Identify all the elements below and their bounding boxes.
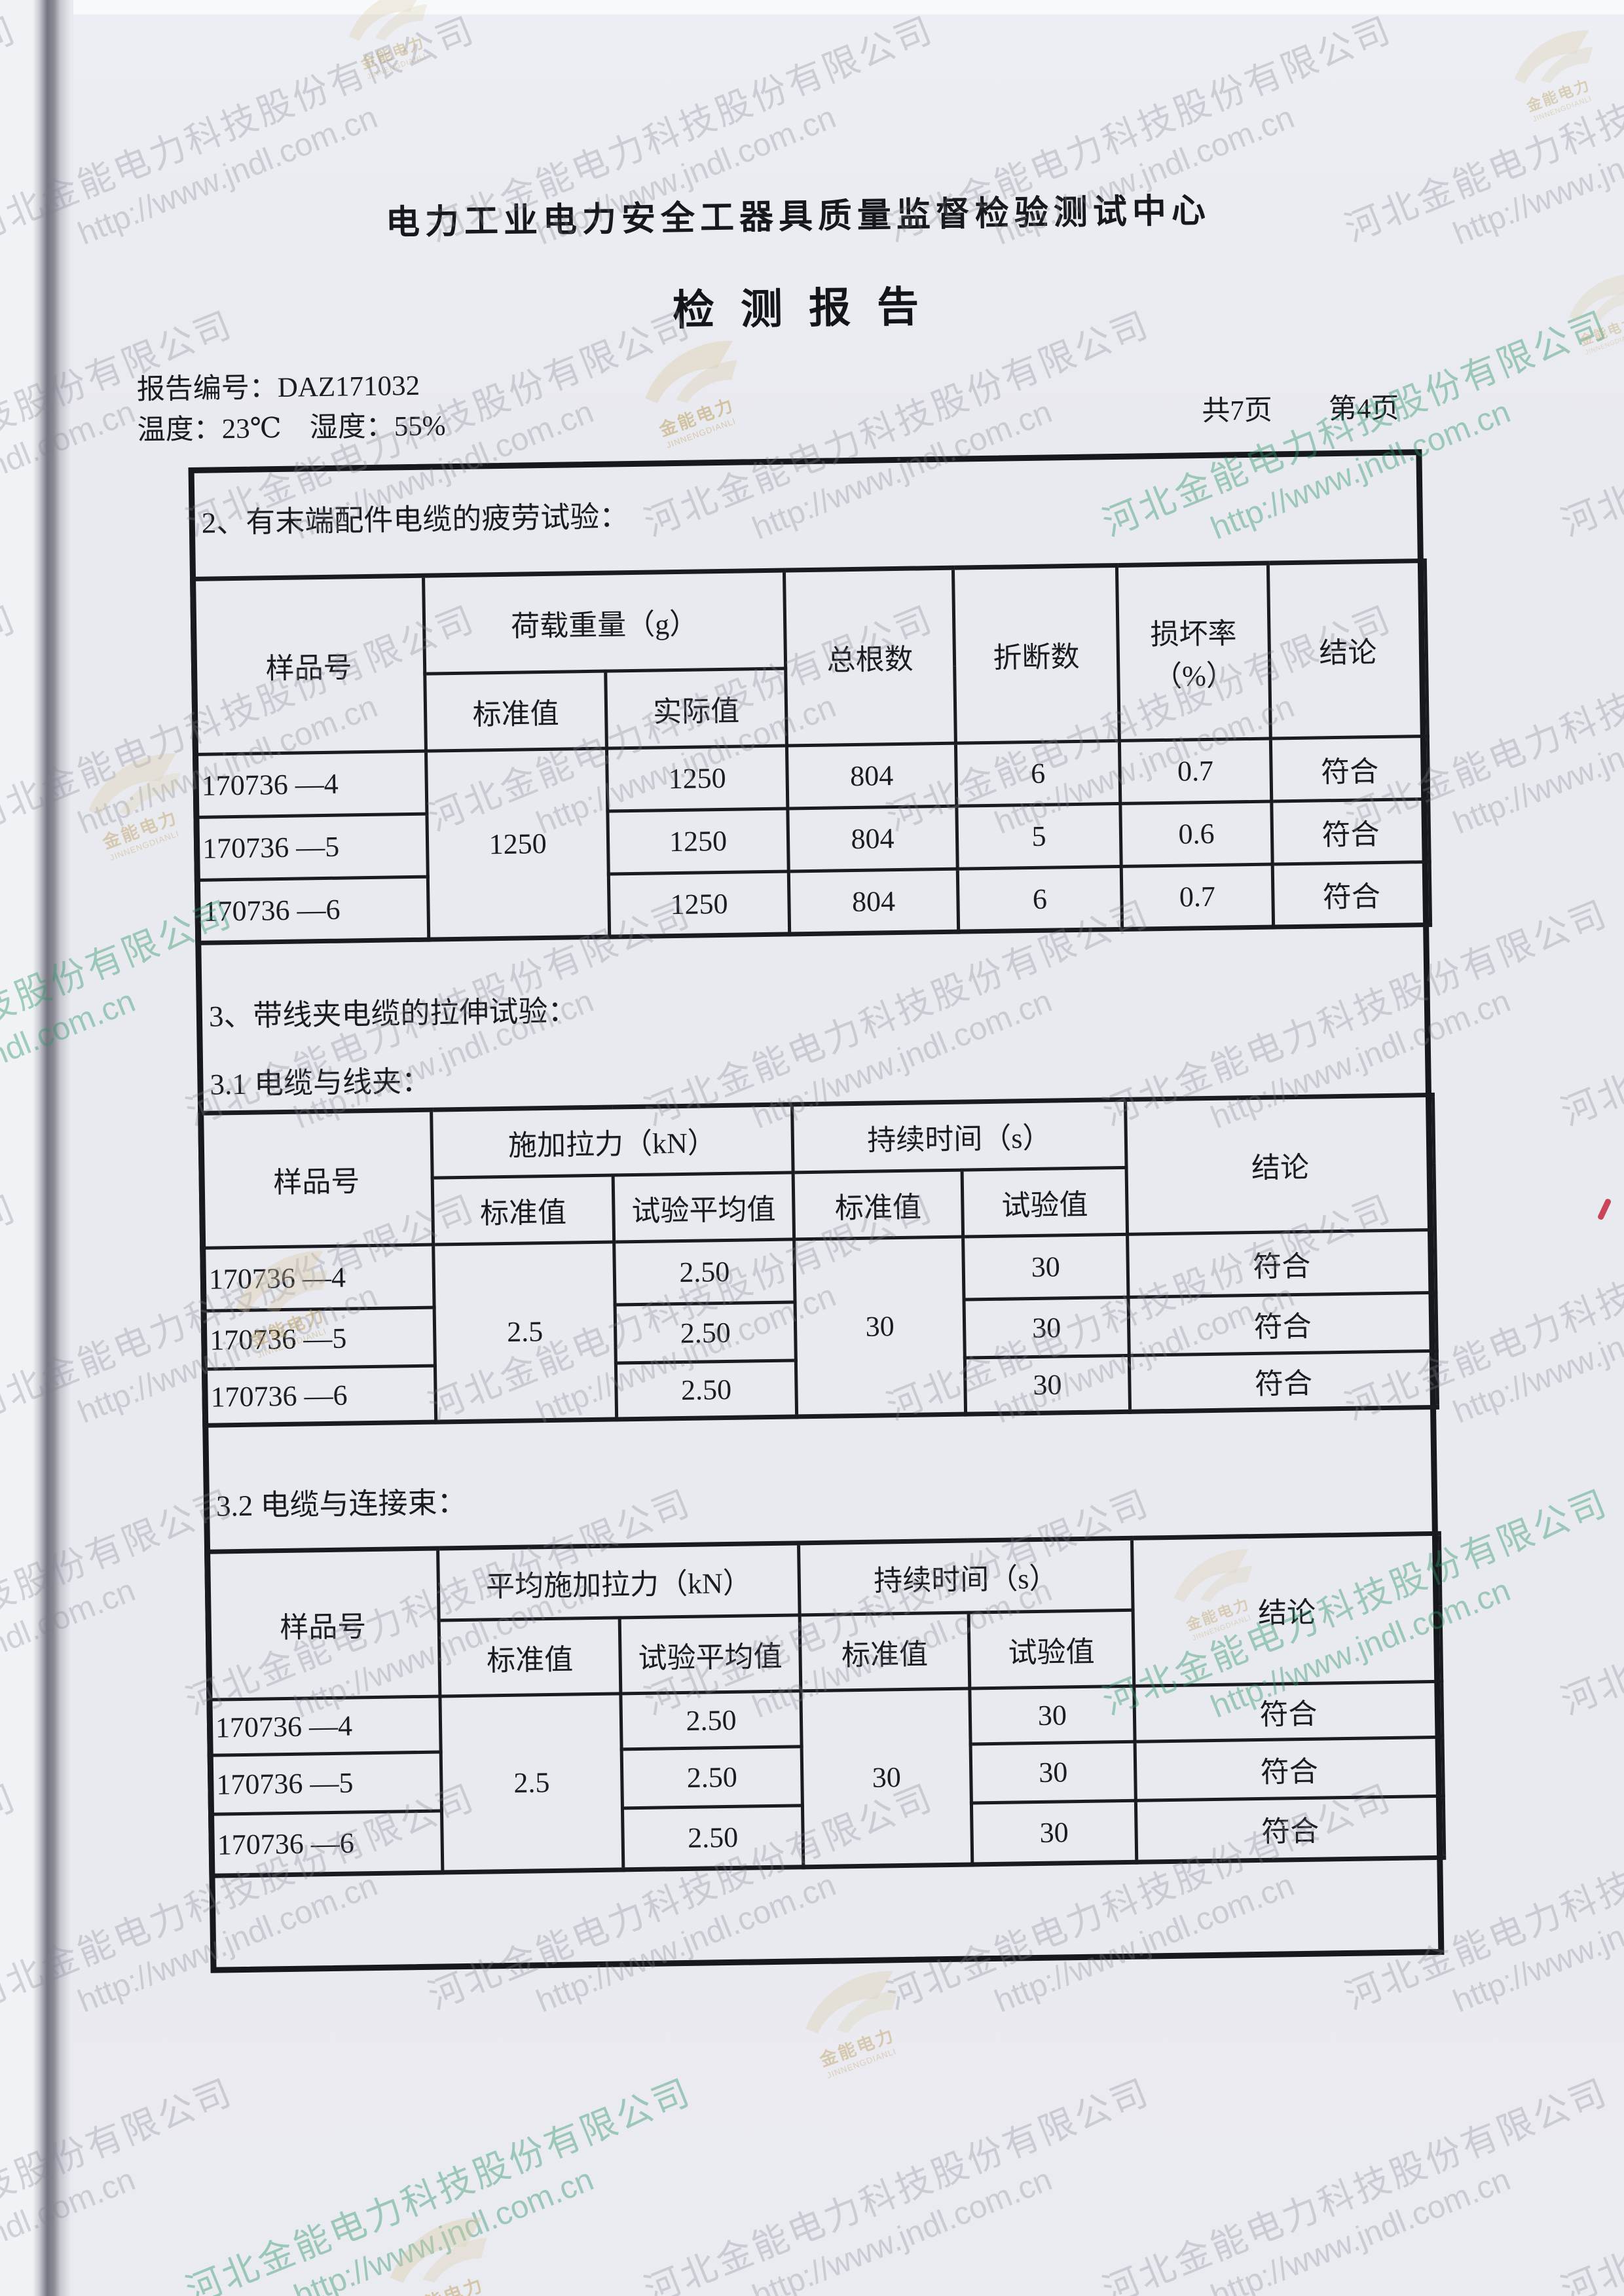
conclusion: 符合 bbox=[1127, 1230, 1436, 1298]
col-header-sample: 样品号 bbox=[199, 1110, 434, 1248]
conclusion: 符合 bbox=[1271, 799, 1430, 865]
force-avg: 2.50 bbox=[620, 1690, 802, 1749]
section-32-heading: 3.2 电缆与连接束： bbox=[215, 1485, 467, 1523]
report-number: 报告编号：DAZ171032 bbox=[136, 370, 420, 406]
force-standard-value: 2.5 bbox=[433, 1242, 617, 1423]
force-avg: 2.50 bbox=[616, 1360, 797, 1419]
col-header-sample: 样品号 bbox=[206, 1548, 440, 1700]
col-header-test-value: 试验值 bbox=[962, 1167, 1128, 1237]
duration-value: 30 bbox=[965, 1355, 1130, 1415]
col-header-broken: 折断数 bbox=[953, 565, 1120, 744]
col-header-sample: 样品号 bbox=[191, 575, 426, 755]
actual-value: 1250 bbox=[606, 746, 788, 812]
section-3-heading: 3、带线夹电缆的拉伸试验： bbox=[208, 994, 578, 1033]
sample-id: 170736 —5 bbox=[194, 814, 428, 881]
force-avg: 2.50 bbox=[615, 1302, 796, 1363]
actual-value: 1250 bbox=[608, 871, 790, 938]
section-31-heading: 3.1 电缆与线夹： bbox=[210, 1065, 432, 1101]
broken-count: 5 bbox=[956, 803, 1122, 869]
col-header-standard: 标准值 bbox=[439, 1617, 621, 1697]
col-header-test-avg: 试验平均值 bbox=[613, 1172, 794, 1243]
scanner-top-band bbox=[0, 0, 1624, 14]
duration-value: 30 bbox=[969, 1686, 1135, 1745]
clamp-tension-table: 样品号 施加拉力（kN） 持续时间（s） 结论 标准值 试验平均值 标准值 试验… bbox=[198, 1092, 1440, 1428]
col-header-force-group: 施加拉力（kN） bbox=[431, 1104, 794, 1178]
conclusion: 符合 bbox=[1135, 1796, 1445, 1863]
conclusion: 符合 bbox=[1128, 1292, 1437, 1356]
duration-standard-value: 30 bbox=[794, 1237, 966, 1417]
fatigue-test-table: 样品号 荷载重量（g） 总根数 折断数 损坏率（%） 结论 标准值 实际值 17… bbox=[190, 558, 1433, 945]
total-count: 804 bbox=[786, 743, 957, 809]
broken-count: 6 bbox=[955, 740, 1120, 807]
sample-id: 170736 —4 bbox=[208, 1696, 441, 1756]
col-header-conclusion: 结论 bbox=[1268, 560, 1428, 739]
damage-rate: 0.7 bbox=[1121, 864, 1274, 930]
force-standard-value: 2.5 bbox=[439, 1693, 623, 1872]
col-header-load-group: 荷载重量（g） bbox=[423, 570, 786, 674]
bundle-tension-table: 样品号 平均施加拉力（kN） 持续时间（s） 结论 标准值 试验平均值 标准值 … bbox=[204, 1531, 1447, 1878]
col-header-duration-standard: 标准值 bbox=[800, 1613, 970, 1691]
broken-count: 6 bbox=[957, 866, 1122, 932]
sample-id: 170736 —5 bbox=[202, 1307, 435, 1370]
duration-value: 30 bbox=[964, 1297, 1130, 1358]
report-body-box: 2、有末端配件电缆的疲劳试验： 样品号 荷载重量（g） 总根数 折断数 损坏率（… bbox=[188, 449, 1447, 1973]
col-header-force-group: 平均施加拉力（kN） bbox=[437, 1542, 800, 1621]
force-avg: 2.50 bbox=[621, 1746, 803, 1808]
page-count: 共7页 第4页 bbox=[1202, 393, 1399, 428]
actual-value: 1250 bbox=[607, 808, 789, 875]
conclusion: 符合 bbox=[1129, 1351, 1438, 1412]
total-count: 804 bbox=[788, 869, 959, 934]
paper-left-edge-shadow bbox=[0, 0, 73, 2296]
col-header-total: 总根数 bbox=[784, 568, 956, 746]
col-header-actual: 实际值 bbox=[605, 668, 787, 749]
duration-value: 30 bbox=[970, 1741, 1136, 1803]
duration-value: 30 bbox=[971, 1800, 1137, 1865]
conclusion: 符合 bbox=[1270, 736, 1429, 802]
col-header-duration-standard: 标准值 bbox=[793, 1170, 963, 1239]
col-header-standard: 标准值 bbox=[424, 671, 607, 752]
col-header-duration-group: 持续时间（s） bbox=[792, 1099, 1127, 1173]
sample-id: 170736 —4 bbox=[201, 1245, 435, 1311]
conclusion: 符合 bbox=[1272, 862, 1431, 928]
col-header-conclusion: 结论 bbox=[1125, 1095, 1435, 1235]
standard-value: 1250 bbox=[426, 748, 610, 940]
sample-id: 170736 —5 bbox=[209, 1752, 442, 1815]
sample-id: 170736 —6 bbox=[196, 877, 429, 943]
col-header-conclusion: 结论 bbox=[1132, 1533, 1442, 1686]
temperature-humidity: 温度：23℃ 湿度：55% bbox=[137, 410, 446, 446]
red-pen-mark bbox=[1596, 1197, 1612, 1221]
force-avg: 2.50 bbox=[614, 1239, 796, 1305]
page-title: 检 测 报 告 bbox=[672, 283, 927, 335]
col-header-damage-rate: 损坏率（%） bbox=[1116, 563, 1271, 741]
sample-id: 170736 —6 bbox=[203, 1366, 436, 1426]
col-header-standard: 标准值 bbox=[432, 1175, 614, 1245]
col-header-duration-group: 持续时间（s） bbox=[798, 1538, 1134, 1615]
conclusion: 符合 bbox=[1134, 1681, 1443, 1742]
total-count: 804 bbox=[787, 806, 958, 871]
section-2-heading: 2、有末端配件电缆的疲劳试验： bbox=[201, 500, 629, 539]
col-header-test-value: 试验值 bbox=[969, 1610, 1134, 1689]
sample-id: 170736 —4 bbox=[194, 751, 427, 818]
org-name: 电力工业电力安全工器具质量监督检验测试中心 bbox=[385, 191, 1211, 242]
force-avg: 2.50 bbox=[622, 1805, 803, 1870]
damage-rate: 0.7 bbox=[1119, 738, 1272, 804]
col-header-test-avg: 试验平均值 bbox=[619, 1614, 801, 1694]
conclusion: 符合 bbox=[1135, 1737, 1444, 1801]
sample-id: 170736 —6 bbox=[210, 1811, 443, 1876]
duration-standard-value: 30 bbox=[800, 1688, 972, 1867]
damage-rate: 0.6 bbox=[1120, 801, 1273, 867]
duration-value: 30 bbox=[963, 1234, 1128, 1300]
